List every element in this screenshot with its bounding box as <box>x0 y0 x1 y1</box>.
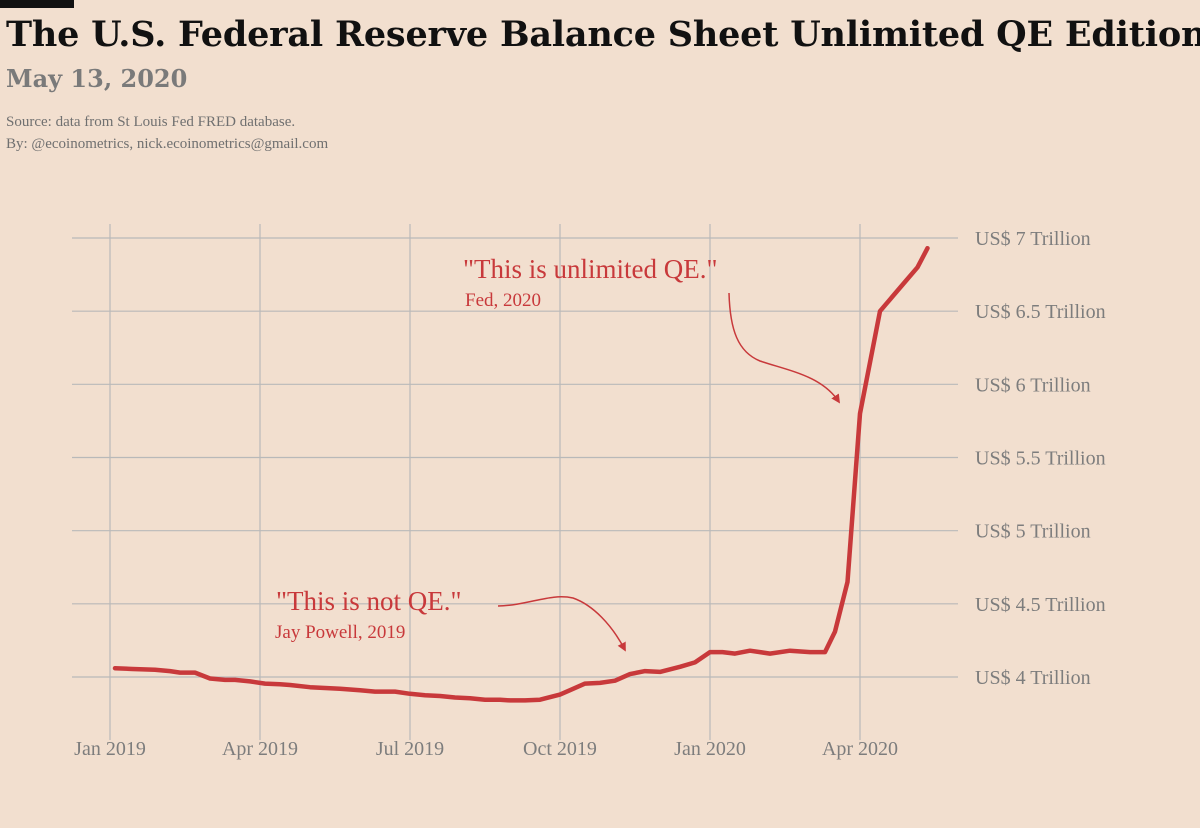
annotation-not-qe-quote: "This is not QE." <box>276 586 462 616</box>
annotation-unlimited-qe-attribution: Fed, 2020 <box>465 290 541 311</box>
x-tick-label: Apr 2019 <box>222 738 298 760</box>
series-line-0 <box>115 248 928 700</box>
x-tick-label: Apr 2020 <box>822 738 898 760</box>
annotation-not-qe-arrow <box>498 597 625 650</box>
annotation-not-qe: "This is not QE." Jay Powell, 2019 <box>275 586 625 650</box>
annotation-unlimited-qe-arrow <box>729 293 839 402</box>
annotation-not-qe-attribution: Jay Powell, 2019 <box>275 622 405 643</box>
y-tick-label: US$ 6.5 Trillion <box>975 301 1106 323</box>
annotation-unlimited-qe-quote: "This is unlimited QE." <box>463 254 718 284</box>
annotation-unlimited-qe: "This is unlimited QE." Fed, 2020 <box>463 254 839 402</box>
series <box>115 248 928 700</box>
y-tick-label: US$ 7 Trillion <box>975 228 1091 250</box>
y-tick-label: US$ 4 Trillion <box>975 667 1091 689</box>
x-tick-label: Jan 2020 <box>674 738 746 760</box>
y-tick-label: US$ 6 Trillion <box>975 374 1091 396</box>
y-tick-label: US$ 5.5 Trillion <box>975 448 1106 470</box>
y-tick-label: US$ 4.5 Trillion <box>975 594 1106 616</box>
x-tick-label: Jul 2019 <box>376 738 444 760</box>
x-tick-label: Jan 2019 <box>74 738 146 760</box>
y-tick-label: US$ 5 Trillion <box>975 521 1091 543</box>
y-axis: US$ 4 Trillion US$ 4.5 Trillion US$ 5 Tril… <box>975 228 1106 689</box>
x-axis: Jan 2019 Apr 2019 Jul 2019 Oct 2019 Jan 2020… <box>74 738 898 760</box>
x-tick-label: Oct 2019 <box>523 738 597 760</box>
line-chart: US$ 4 Trillion US$ 4.5 Trillion US$ 5 Tril… <box>0 0 1200 828</box>
